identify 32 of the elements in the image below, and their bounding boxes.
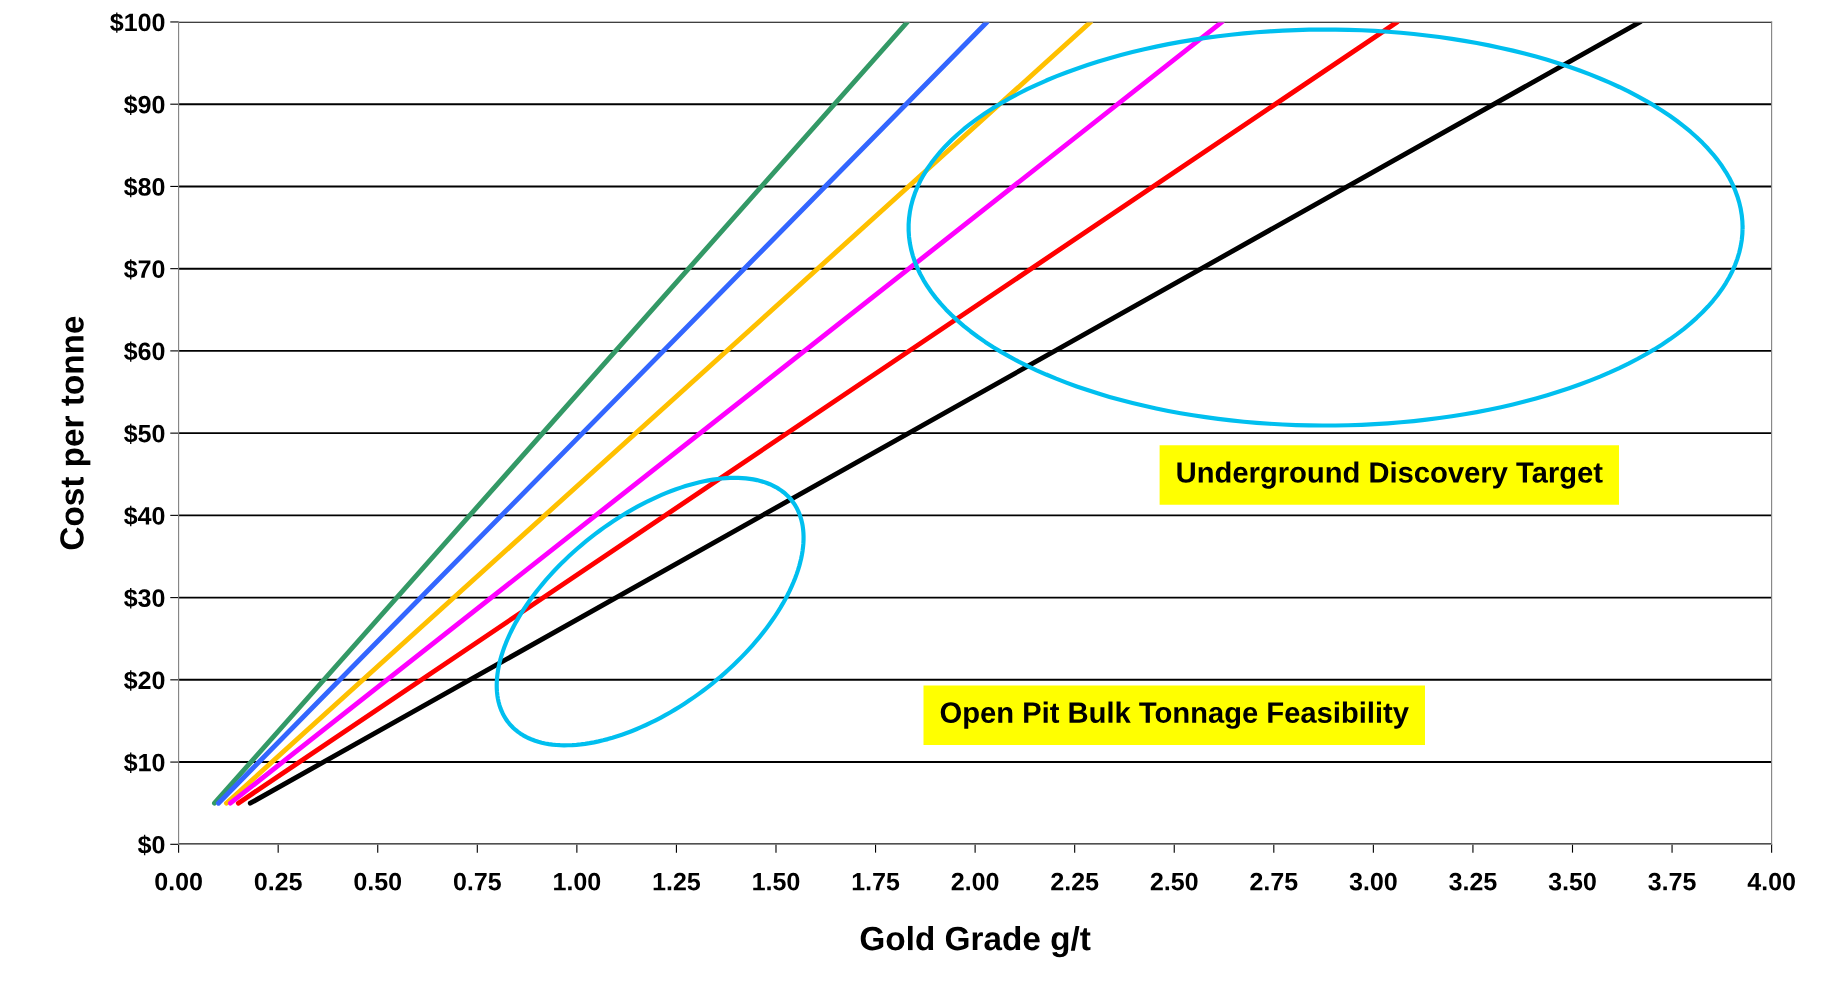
x-tick-label: 3.25	[1449, 872, 1497, 891]
x-tick-label: 4.00	[1747, 872, 1795, 891]
y-tick-label: $70	[124, 259, 165, 280]
x-tick-label: 1.25	[653, 872, 701, 891]
y-tick-label: $20	[124, 670, 165, 691]
x-tick-label: 2.00	[951, 872, 999, 891]
x-tick-label: 2.50	[1150, 872, 1198, 891]
x-tick-label: 0.25	[254, 872, 302, 891]
x-tick-label: 0.00	[155, 872, 202, 891]
x-tick-label: 1.00	[554, 872, 601, 891]
x-tick-label: 1.50	[753, 872, 800, 891]
x-tick-label: 1.75	[852, 873, 900, 891]
y-axis-title: Cost per tonne	[60, 316, 91, 550]
x-tick-label: 3.75	[1648, 872, 1696, 891]
x-tick-label: 0.75	[453, 872, 501, 891]
y-tick-label: $40	[124, 505, 165, 527]
x-axis-title: Gold Grade g/t	[860, 925, 1091, 958]
x-tick-label: 3.50	[1548, 872, 1596, 891]
x-tick-label: 2.75	[1250, 872, 1298, 891]
x-tick-label: 3.00	[1349, 872, 1397, 891]
y-tick-label: $100	[110, 12, 165, 33]
x-tick-label: 0.50	[354, 872, 402, 891]
y-tick-label: $10	[124, 752, 165, 773]
y-tick-label: $30	[124, 588, 165, 609]
annotation: Underground Discovery Target	[1177, 461, 1603, 489]
annotation: Open Pit Bulk Tonnage Feasibility	[940, 701, 1409, 729]
y-tick-label: $50	[124, 423, 165, 445]
y-tick-label: $80	[124, 176, 165, 198]
x-tick-label: 2.25	[1051, 872, 1099, 891]
y-tick-label: $60	[124, 341, 165, 362]
y-tick-label: $90	[124, 94, 165, 116]
y-tick-label: $0	[137, 834, 165, 856]
